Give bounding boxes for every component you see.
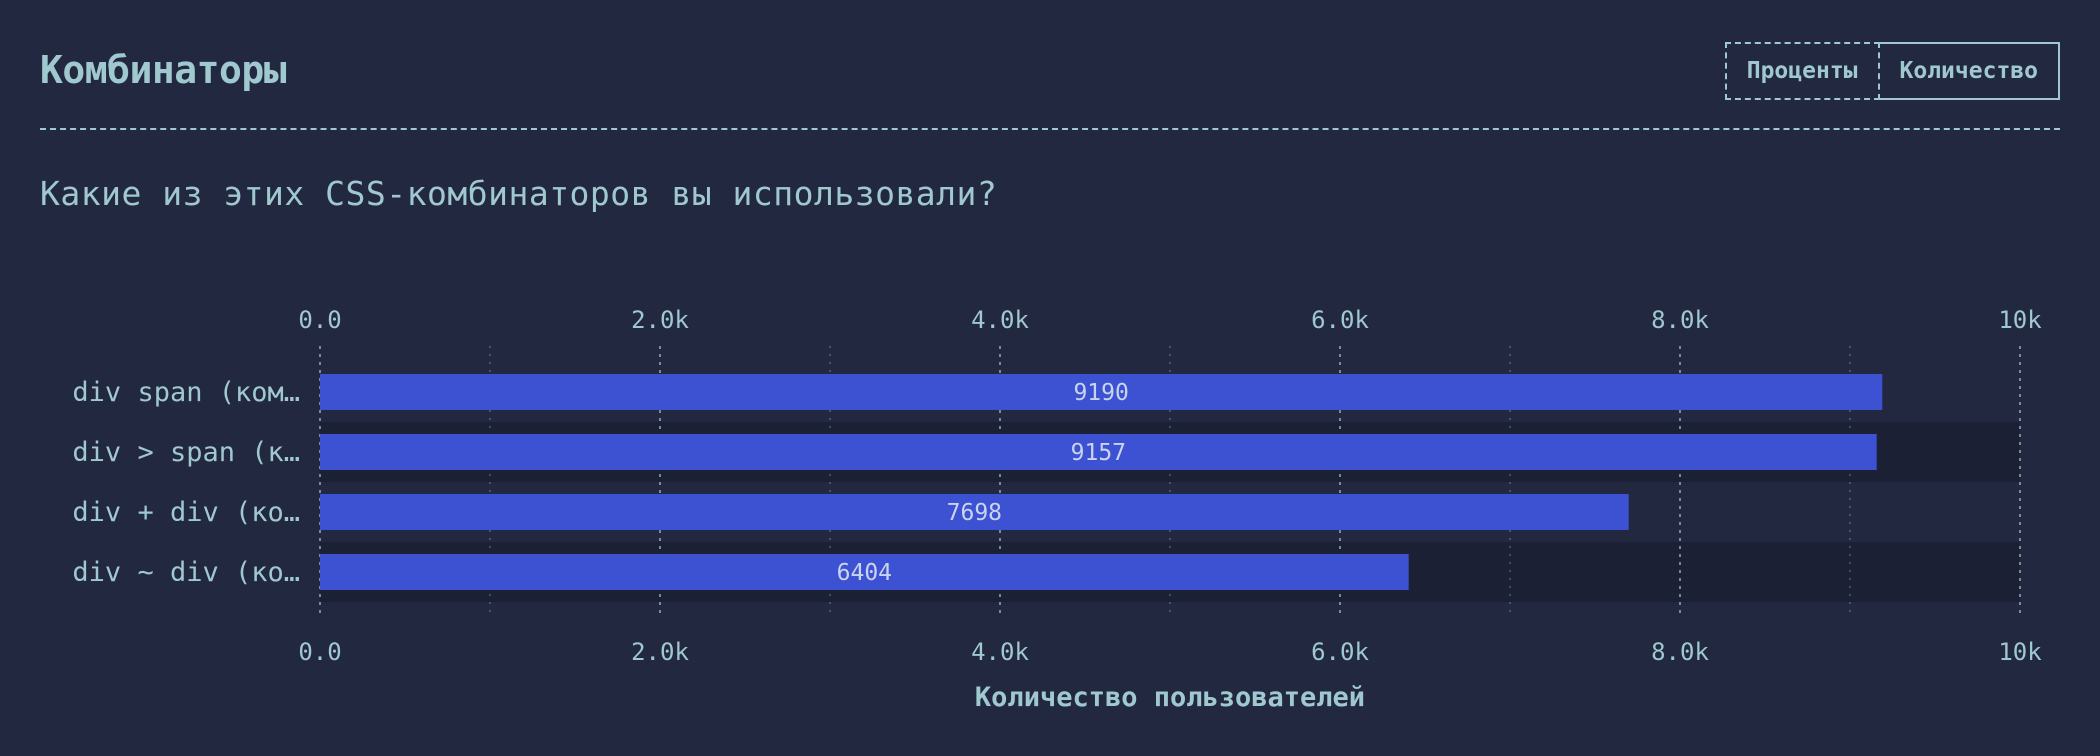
x-axis-label: Количество пользователей <box>975 682 1365 713</box>
chart-title: Комбинаторы <box>40 48 287 92</box>
top-tick-label: 4.0k <box>971 306 1029 334</box>
bottom-tick-label: 8.0k <box>1651 638 1709 666</box>
category-label: div > span (к… <box>72 437 300 468</box>
top-axis-ticks: 0.0 2.0k 4.0k 6.0k 8.0k 10k <box>298 306 2042 334</box>
top-tick-label: 2.0k <box>631 306 689 334</box>
bar[interactable] <box>320 374 1883 410</box>
chart-header: Комбинаторы Проценты Количество <box>40 40 2060 130</box>
category-labels: div span (ком… div > span (к… div + div (к… <box>72 377 300 588</box>
category-label: div span (ком… <box>72 377 300 408</box>
bar[interactable] <box>320 494 1629 530</box>
top-tick-label: 10k <box>1998 306 2042 334</box>
bottom-tick-label: 4.0k <box>971 638 1029 666</box>
bottom-tick-label: 0.0 <box>298 638 341 666</box>
count-toggle-button[interactable]: Количество <box>1879 42 2060 100</box>
bar-value-label: 9157 <box>1071 440 1126 466</box>
bottom-axis-ticks: 0.0 2.0k 4.0k 6.0k 8.0k 10k <box>298 638 2042 666</box>
category-label: div ~ div (ко… <box>72 557 300 588</box>
bottom-tick-label: 10k <box>1998 638 2042 666</box>
top-tick-label: 8.0k <box>1651 306 1709 334</box>
category-label: div + div (ко… <box>72 497 300 528</box>
bar-value-label: 6404 <box>837 560 892 586</box>
bottom-tick-label: 2.0k <box>631 638 689 666</box>
survey-question: Какие из этих CSS-комбинаторов вы исполь… <box>40 174 998 213</box>
bar-value-label: 7698 <box>947 500 1002 526</box>
bar-value-label: 9190 <box>1073 380 1128 406</box>
bar[interactable] <box>320 434 1877 470</box>
top-tick-label: 6.0k <box>1311 306 1369 334</box>
unit-toggle: Проценты Количество <box>1724 42 2060 102</box>
bars: 9190 9157 7698 6404 <box>320 374 1883 590</box>
bottom-tick-label: 6.0k <box>1311 638 1369 666</box>
bar[interactable] <box>320 554 1409 590</box>
percent-toggle-button[interactable]: Проценты <box>1724 42 1880 100</box>
top-tick-label: 0.0 <box>298 306 341 334</box>
